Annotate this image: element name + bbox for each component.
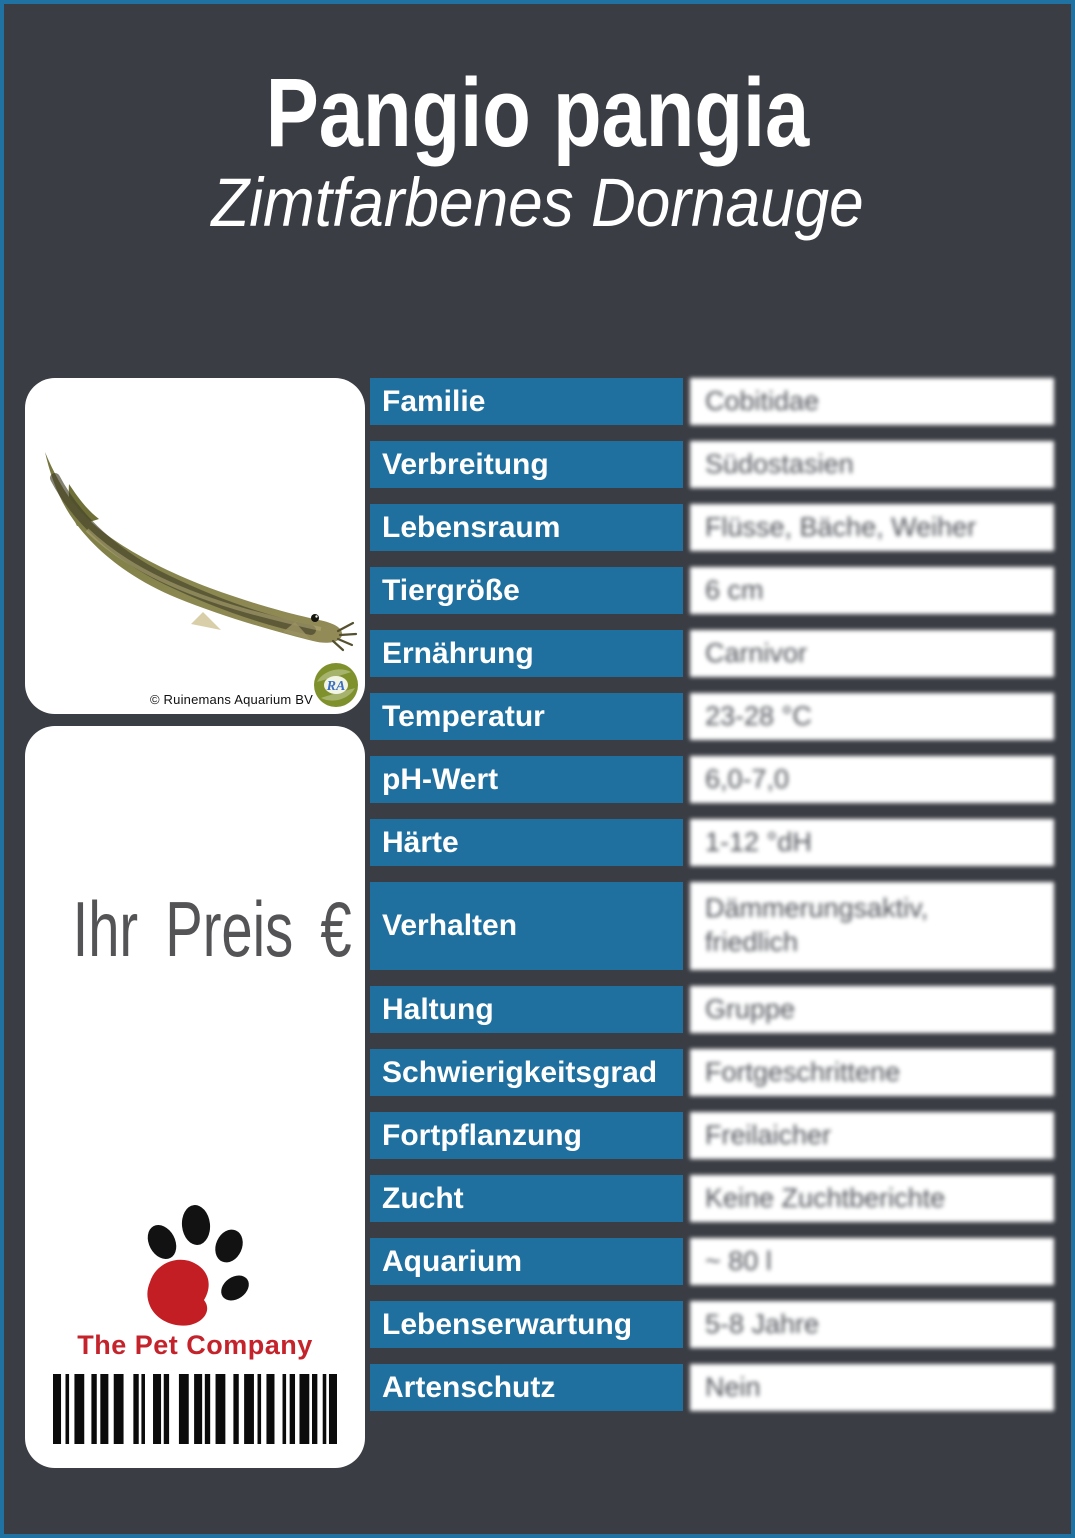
species-subtitle: Zimtfarbenes Dornauge bbox=[211, 164, 864, 241]
table-row: Lebensraum Flüsse, Bäche, Weiher bbox=[370, 504, 1054, 551]
row-label: Zucht bbox=[370, 1175, 683, 1222]
row-value: Gruppe bbox=[690, 986, 1054, 1033]
table-row: Härte 1-12 °dH bbox=[370, 819, 1054, 866]
row-value: Carnivor bbox=[690, 630, 1054, 677]
table-row: Lebenserwartung 5-8 Jahre bbox=[370, 1301, 1054, 1348]
row-label: Verhalten bbox=[370, 882, 683, 970]
row-value: Freilaicher bbox=[690, 1112, 1054, 1159]
table-row: Ernährung Carnivor bbox=[370, 630, 1054, 677]
species-title: Pangio pangia bbox=[265, 58, 810, 167]
row-label: Aquarium bbox=[370, 1238, 683, 1285]
barcode bbox=[53, 1374, 337, 1444]
row-label: Ernährung bbox=[370, 630, 683, 677]
brand-name: The Pet Company bbox=[77, 1330, 313, 1360]
table-row: Familie Cobitidae bbox=[370, 378, 1054, 425]
ruinemans-aquarium-logo-icon: RA bbox=[313, 662, 359, 708]
row-value: Südostasien bbox=[690, 441, 1054, 488]
photo-card: © Ruinemans Aquarium BV RA bbox=[25, 378, 365, 714]
table-row: Zucht Keine Zuchtberichte bbox=[370, 1175, 1054, 1222]
price-label: Ihr Preis € bbox=[72, 885, 352, 973]
row-label: Härte bbox=[370, 819, 683, 866]
row-value: Keine Zuchtberichte bbox=[690, 1175, 1054, 1222]
row-value: Flüsse, Bäche, Weiher bbox=[690, 504, 1054, 551]
row-value: Nein bbox=[690, 1364, 1054, 1411]
table-row: Verhalten Dämmerungsaktiv, friedlich bbox=[370, 882, 1054, 970]
info-table: Familie Cobitidae Verbreitung Südostasien Le… bbox=[370, 378, 1054, 1411]
paw-logo-icon bbox=[138, 1204, 260, 1330]
row-value: 5-8 Jahre bbox=[690, 1301, 1054, 1348]
table-row: Haltung Gruppe bbox=[370, 986, 1054, 1033]
row-value: 6 cm bbox=[690, 567, 1054, 614]
row-value: Dämmerungsaktiv, friedlich bbox=[690, 882, 1054, 970]
row-value: Fortgeschrittene bbox=[690, 1049, 1054, 1096]
row-label: Verbreitung bbox=[370, 441, 683, 488]
row-label: Fortpflanzung bbox=[370, 1112, 683, 1159]
row-value: 6,0-7,0 bbox=[690, 756, 1054, 803]
fish-photo bbox=[45, 452, 358, 652]
table-row: Fortpflanzung Freilaicher bbox=[370, 1112, 1054, 1159]
row-value: 23-28 °C bbox=[690, 693, 1054, 740]
table-row: Schwierigkeitsgrad Fortgeschrittene bbox=[370, 1049, 1054, 1096]
table-row: Artenschutz Nein bbox=[370, 1364, 1054, 1411]
row-value: ~ 80 l bbox=[690, 1238, 1054, 1285]
row-label: Lebenserwartung bbox=[370, 1301, 683, 1348]
table-row: Temperatur 23-28 °C bbox=[370, 693, 1054, 740]
table-row: Tiergröße 6 cm bbox=[370, 567, 1054, 614]
table-row: Aquarium ~ 80 l bbox=[370, 1238, 1054, 1285]
row-label: Haltung bbox=[370, 986, 683, 1033]
ra-monogram: RA bbox=[326, 679, 346, 694]
row-label: Tiergröße bbox=[370, 567, 683, 614]
photo-copyright: © Ruinemans Aquarium BV bbox=[149, 692, 313, 707]
row-label: Temperatur bbox=[370, 693, 683, 740]
table-row: pH-Wert 6,0-7,0 bbox=[370, 756, 1054, 803]
row-label: Lebensraum bbox=[370, 504, 683, 551]
table-row: Verbreitung Südostasien bbox=[370, 441, 1054, 488]
row-label: Familie bbox=[370, 378, 683, 425]
row-label: Schwierigkeitsgrad bbox=[370, 1049, 683, 1096]
row-label: pH-Wert bbox=[370, 756, 683, 803]
row-label: Artenschutz bbox=[370, 1364, 683, 1411]
row-value: Cobitidae bbox=[690, 378, 1054, 425]
row-value: 1-12 °dH bbox=[690, 819, 1054, 866]
price-card: Ihr Preis € The Pet Company bbox=[25, 726, 365, 1468]
